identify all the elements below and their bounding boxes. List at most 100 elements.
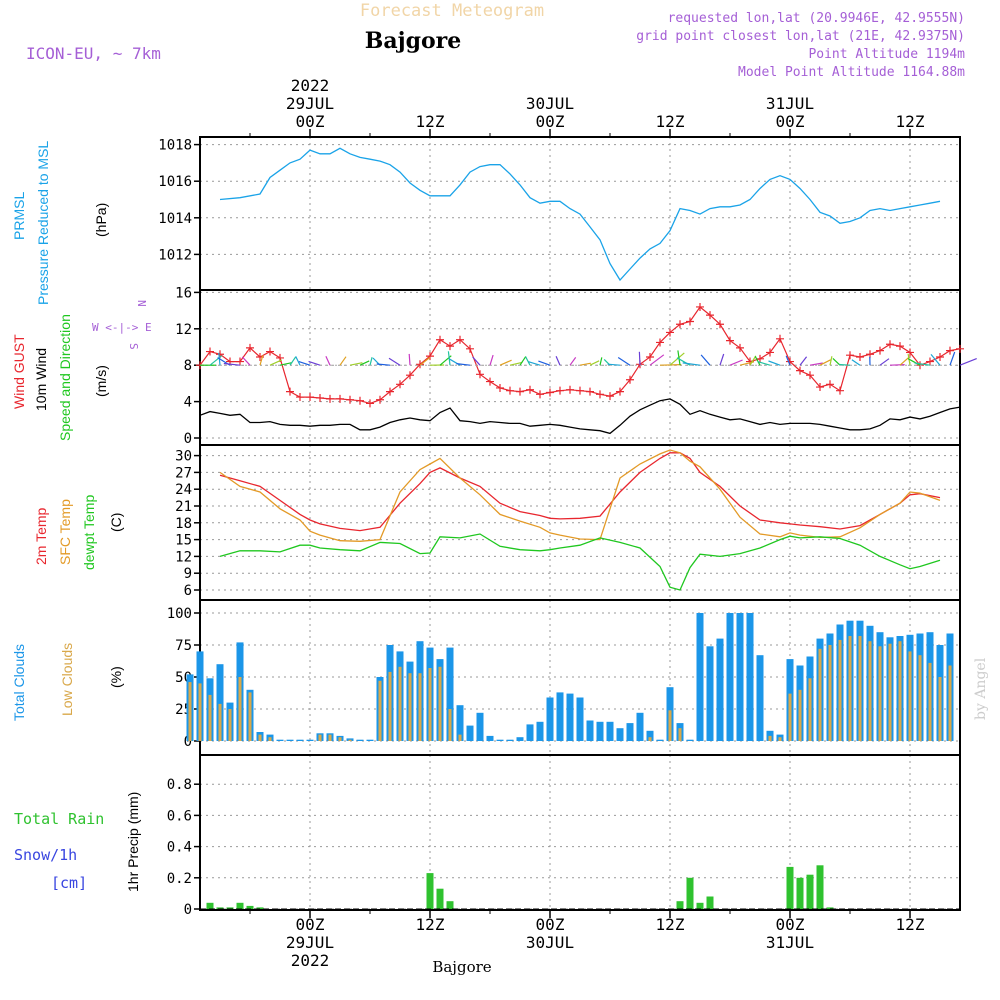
low-cloud-bar <box>218 703 222 741</box>
wind-desc-label: Speed and Direction <box>57 314 73 441</box>
gust-marker <box>236 357 244 366</box>
wind-arrow <box>525 356 531 366</box>
gust-marker <box>796 366 804 375</box>
grid-point-coordinates: grid point closest lon,lat (21E, 42.9375… <box>636 29 965 44</box>
low-cloud-bar <box>668 710 672 741</box>
rain-bar <box>806 874 814 909</box>
rain-bar <box>796 877 804 909</box>
total-cloud-bar <box>616 728 624 741</box>
low-cloud-bar <box>398 666 402 741</box>
rain-bar <box>226 907 234 909</box>
wind-arrow <box>419 356 431 366</box>
total-cloud-bar <box>506 739 514 741</box>
gust-marker <box>436 335 444 344</box>
gust-marker <box>266 347 274 356</box>
rain-bar <box>696 902 704 909</box>
gust-marker <box>936 353 944 362</box>
gust-marker <box>616 387 624 396</box>
y-tick-label: 0.6 <box>167 808 192 824</box>
wind-arrow <box>832 357 841 366</box>
y-tick-label: 0 <box>184 734 192 750</box>
low-cloud-bar <box>678 728 682 741</box>
total-cloud-bar <box>576 697 584 741</box>
low-cloud-bar <box>208 694 212 741</box>
clouds-unit-label: (%) <box>108 666 124 688</box>
y-tick-label: 1016 <box>158 174 192 190</box>
total-cloud-bar <box>756 655 764 741</box>
low-cloud-bar <box>868 641 872 741</box>
total-cloud-bar <box>566 693 574 741</box>
total-rain-label: Total Rain <box>14 810 104 828</box>
rain-bar <box>206 902 214 909</box>
low-cloud-bar <box>328 734 332 741</box>
low-cloud-bar <box>908 651 912 741</box>
low-cloud-bar <box>838 639 842 741</box>
gust-marker <box>416 360 424 369</box>
wind-arrow <box>408 353 411 366</box>
top-time-label: 00Z <box>536 112 565 131</box>
gust-marker <box>506 386 514 395</box>
top-time-label: 00Z <box>296 112 325 131</box>
total-cloud-bar <box>486 735 494 741</box>
gust-marker <box>576 386 584 395</box>
gust-marker <box>806 371 814 380</box>
temp-unit-label: (C) <box>108 513 124 532</box>
y-tick-label: 15 <box>175 533 192 549</box>
wind-arrow <box>376 363 391 366</box>
low-cloud-bar <box>848 636 852 741</box>
gust-label: Wind GUST <box>11 334 27 409</box>
wind-arrow <box>889 364 905 366</box>
wind-arrow <box>638 351 641 366</box>
total-cloud-bar <box>496 739 504 741</box>
total-cloud-bar <box>556 692 564 741</box>
dewpt-label: dewpt Temp <box>81 495 97 570</box>
total-cloud-bar <box>296 739 304 741</box>
total-cloud-bar <box>546 697 554 741</box>
y-tick-label: 12 <box>175 322 192 338</box>
rain-bar <box>826 907 834 909</box>
low-cloud-bar <box>268 737 272 741</box>
y-tick-label: 27 <box>175 465 192 481</box>
y-tick-label: 100 <box>167 606 192 622</box>
top-time-label: 29JUL <box>286 94 334 113</box>
gust-marker <box>206 347 214 356</box>
bottom-time-label: 12Z <box>416 915 445 934</box>
low-cloud-bar <box>408 673 412 741</box>
wind-arrow <box>700 354 711 366</box>
y-tick-label: 12 <box>175 549 192 565</box>
wind-arrow <box>809 362 823 366</box>
gust-marker <box>566 385 574 394</box>
low-cloud-bar <box>258 734 262 741</box>
gust-marker <box>626 375 634 384</box>
gust-marker <box>666 328 674 337</box>
bottom-time-label: 00Z <box>536 915 565 934</box>
gust-marker <box>486 377 494 386</box>
wind-arrow <box>223 362 241 366</box>
gust-marker <box>826 380 834 389</box>
wind-arrow <box>819 359 831 366</box>
gust-marker <box>606 392 614 401</box>
bottom-time-label: 12Z <box>896 915 925 934</box>
wind-arrow <box>509 361 523 366</box>
wind-arrow <box>649 354 665 366</box>
rain-bar <box>446 901 454 909</box>
wind-arrow <box>279 362 293 366</box>
rain-bar <box>436 888 444 909</box>
wind-arrow <box>569 357 577 366</box>
footer-location: Bajgore <box>432 958 491 976</box>
compass-south: S <box>127 343 140 350</box>
low-cloud-bar <box>768 735 772 741</box>
y-tick-label: 1014 <box>158 211 192 227</box>
low-cloud-bar <box>228 709 232 741</box>
wind-arrow <box>754 356 761 366</box>
wind-arrow <box>538 360 551 366</box>
total-cloud-bar <box>686 739 694 741</box>
rain-bar <box>216 907 224 909</box>
total-cloud-bar <box>306 739 314 741</box>
low-cloud-bar <box>878 646 882 741</box>
total-cloud-bar <box>626 723 634 741</box>
wind-arrow <box>785 355 791 366</box>
wind-arrow <box>325 356 331 366</box>
gust-marker <box>756 354 764 363</box>
bottom-time-label: 12Z <box>656 915 685 934</box>
